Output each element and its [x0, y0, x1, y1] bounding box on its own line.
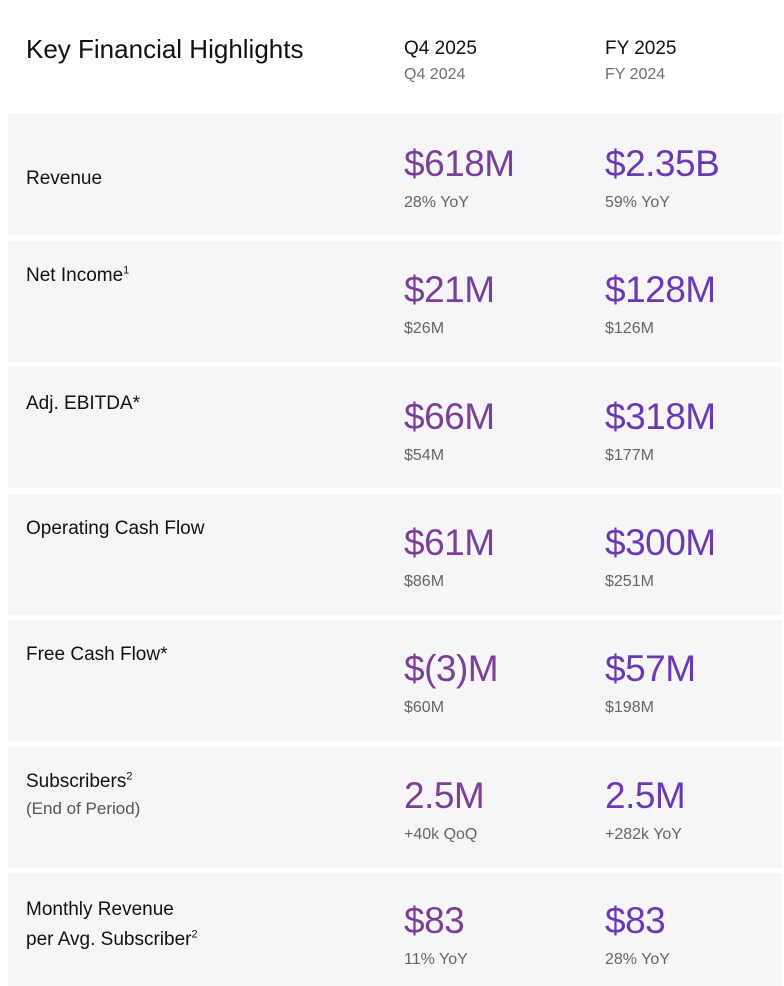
column-header-q4: Q4 2025 Q4 2024	[404, 38, 477, 84]
table-row-adj-ebitda: Adj. EBITDA* $66M $54M $318M $177M	[8, 367, 782, 488]
table-row-revenue: Revenue $618M 28% YoY $2.35B 59% YoY	[8, 114, 782, 235]
value-q4: $83	[404, 900, 465, 941]
table-row-free-cash-flow: Free Cash Flow* $(3)M $60M $57M $198M	[8, 620, 782, 741]
cell-fy: $2.35B 59% YoY	[605, 142, 720, 212]
table-row-operating-cash-flow: Operating Cash Flow $61M $86M $300M $251…	[8, 494, 782, 615]
value-fy: 2.5M	[605, 775, 686, 816]
cell-q4: $21M $26M	[404, 268, 495, 338]
row-label: Free Cash Flow*	[26, 640, 168, 670]
value-fy: $2.35B	[605, 143, 720, 184]
value-fy: $83	[605, 900, 666, 941]
compare-q4: $60M	[404, 699, 445, 716]
cell-q4: $61M $86M	[404, 521, 495, 591]
value-q4: $618M	[404, 143, 515, 184]
cell-q4: $(3)M $60M	[404, 647, 499, 717]
row-label: Subscribers2 (End of Period)	[26, 767, 140, 821]
footnote-marker: 2	[126, 770, 133, 783]
compare-q4: $54M	[404, 447, 445, 464]
row-label-text: Revenue	[26, 168, 103, 189]
value-fy: $318M	[605, 396, 716, 437]
compare-q4: +40k QoQ	[404, 826, 478, 843]
row-label-text: Operating Cash Flow	[26, 518, 205, 539]
cell-fy: $300M $251M	[605, 521, 716, 591]
value-fy: $128M	[605, 269, 716, 310]
row-label: Operating Cash Flow	[26, 514, 204, 544]
compare-fy: $251M	[605, 573, 654, 590]
value-q4: $61M	[404, 522, 495, 563]
row-label-text: Free Cash Flow*	[26, 644, 168, 665]
compare-fy: $198M	[605, 699, 654, 716]
value-fy: $300M	[605, 522, 716, 563]
row-label: Net Income1	[26, 261, 129, 291]
compare-fy: $177M	[605, 447, 654, 464]
compare-fy: +282k YoY	[605, 826, 682, 843]
row-label-text: Subscribers	[26, 771, 127, 792]
row-label: Monthly Revenue per Avg. Subscriber2	[26, 895, 198, 955]
column-header-main: Q4 2025	[404, 38, 477, 59]
table-row-monthly-revenue: Monthly Revenue per Avg. Subscriber2 $83…	[8, 873, 782, 986]
table-header: Key Financial Highlights Q4 2025 Q4 2024…	[0, 0, 784, 114]
value-q4: $21M	[404, 269, 495, 310]
cell-fy: $128M $126M	[605, 268, 716, 338]
compare-fy: 28% YoY	[605, 951, 670, 968]
footnote-marker: 1	[123, 264, 130, 277]
value-q4: $66M	[404, 396, 495, 437]
compare-fy: $126M	[605, 320, 654, 337]
compare-q4: 28% YoY	[404, 194, 469, 211]
column-header-fy: FY 2025 FY 2024	[605, 38, 676, 84]
cell-q4: 2.5M +40k QoQ	[404, 774, 485, 844]
row-label-text: Monthly Revenue	[26, 899, 174, 920]
row-label: Revenue	[26, 164, 102, 194]
value-fy: $57M	[605, 648, 696, 689]
cell-q4: $66M $54M	[404, 395, 495, 465]
cell-q4: $83 11% YoY	[404, 899, 468, 969]
page-title: Key Financial Highlights	[26, 34, 304, 64]
table-row-subscribers: Subscribers2 (End of Period) 2.5M +40k Q…	[8, 747, 782, 868]
compare-fy: 59% YoY	[605, 194, 670, 211]
column-header-main: FY 2025	[605, 38, 677, 59]
compare-q4: 11% YoY	[404, 951, 468, 968]
cell-q4: $618M 28% YoY	[404, 142, 515, 212]
column-header-sub: FY 2024	[605, 66, 666, 83]
cell-fy: $57M $198M	[605, 647, 696, 717]
cell-fy: $83 28% YoY	[605, 899, 670, 969]
row-label-text: Adj. EBITDA*	[26, 393, 141, 414]
value-q4: $(3)M	[404, 648, 499, 689]
row-sublabel: (End of Period)	[26, 799, 141, 818]
cell-fy: $318M $177M	[605, 395, 716, 465]
compare-q4: $86M	[404, 573, 445, 590]
footnote-marker: 2	[191, 928, 198, 941]
row-label: Adj. EBITDA*	[26, 389, 140, 419]
row-label-text: Net Income	[26, 265, 124, 286]
value-q4: 2.5M	[404, 775, 485, 816]
table-row-net-income: Net Income1 $21M $26M $128M $126M	[8, 241, 782, 362]
cell-fy: 2.5M +282k YoY	[605, 774, 686, 844]
compare-q4: $26M	[404, 320, 445, 337]
column-header-sub: Q4 2024	[404, 66, 466, 83]
row-label-text-line2: per Avg. Subscriber	[26, 929, 192, 950]
